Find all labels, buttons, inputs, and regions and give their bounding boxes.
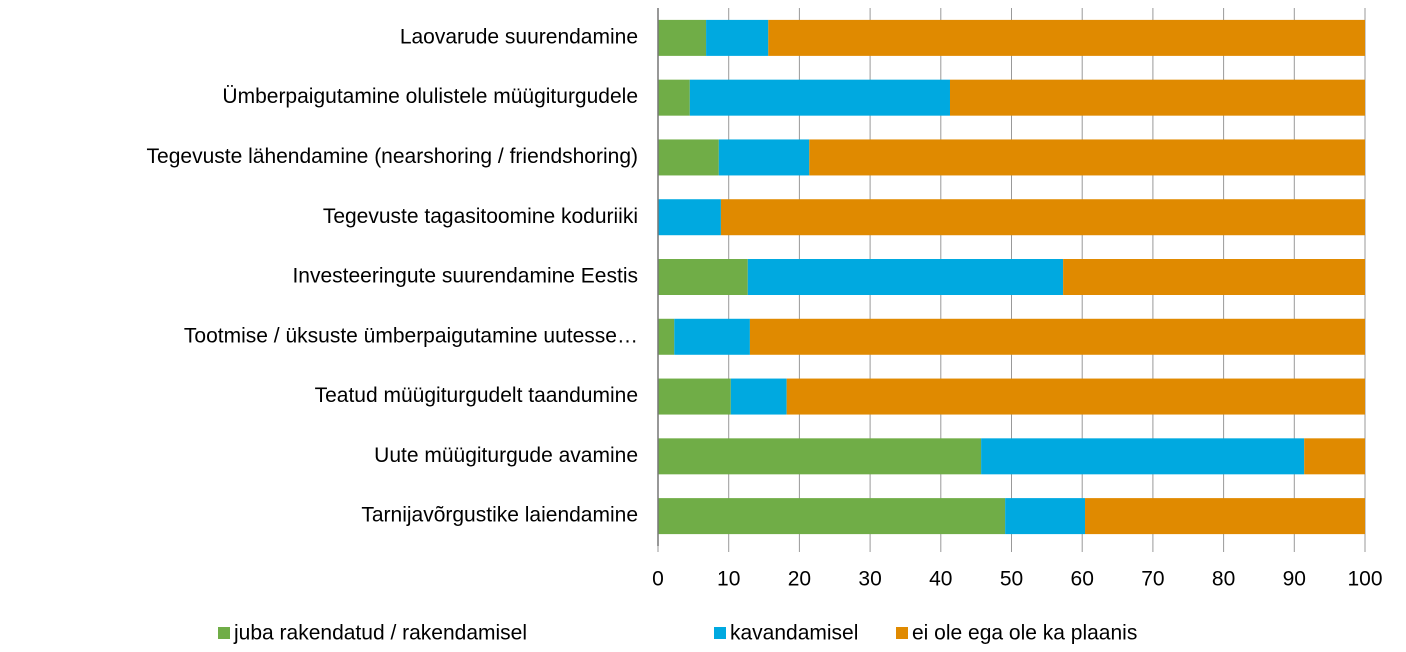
x-tick-label: 40 [929,568,952,591]
bar-segment [658,259,748,295]
x-tick-label: 30 [858,568,881,591]
bar-segment [1304,438,1365,475]
legend-swatch [896,627,908,639]
bar-segment [1005,498,1086,535]
y-tick-label: Tarnijavõrgustike laiendamine [361,504,638,527]
bar-segment [981,438,1305,475]
bar-segment [658,438,982,475]
bar-segment [786,378,1365,415]
bar-segment [1085,498,1365,535]
bar-segment [730,378,787,415]
bar-segment [1063,259,1365,295]
y-tick-label: Teatud müügiturgudelt taandumine [315,384,638,407]
x-tick-label: 100 [1347,568,1382,591]
x-tick-label: 20 [788,568,811,591]
y-tick-label: Tegevuste tagasitoomine koduriiki [323,205,638,228]
bar-segment [674,318,750,355]
bar-segment [658,498,1006,535]
bar-segment [749,318,1365,355]
legend-label: kavandamisel [730,622,858,645]
y-tick-label: Ümberpaigutamine olulistele müügiturgude… [222,85,638,108]
bar-segment [658,199,721,236]
bar-segment [658,378,731,415]
y-tick-label: Investeeringute suurendamine Eestis [292,265,638,288]
bar-segment [658,79,690,116]
y-tick-label: Tegevuste lähendamine (nearshoring / fri… [147,145,638,168]
legend-swatch [714,627,726,639]
y-tick-label: Laovarude suurendamine [400,25,638,48]
bar-segment [658,19,707,56]
y-tick-label: Uute müügiturgude avamine [374,444,638,467]
bar-segment [689,79,950,116]
bar-segment [809,139,1365,176]
legend-swatch [218,627,230,639]
bar-segment [658,139,719,176]
bar-segment [949,79,1365,116]
x-tick-label: 0 [652,568,664,591]
bar-segment [720,199,1365,236]
x-tick-label: 80 [1212,568,1235,591]
bar-segment [768,19,1365,56]
x-tick-label: 10 [717,568,740,591]
bar-segment [747,259,1064,295]
y-tick-label: Tootmise / üksuste ümberpaigutamine uute… [184,324,638,347]
x-tick-label: 60 [1071,568,1094,591]
bar-segment [658,318,675,355]
bar-segment [706,19,769,56]
bar-segment [718,139,810,176]
x-tick-label: 50 [1000,568,1023,591]
legend-label: juba rakendatud / rakendamisel [233,622,527,645]
x-tick-label: 70 [1141,568,1164,591]
legend-label: ei ole ega ole ka plaanis [912,622,1137,645]
x-tick-label: 90 [1283,568,1306,591]
